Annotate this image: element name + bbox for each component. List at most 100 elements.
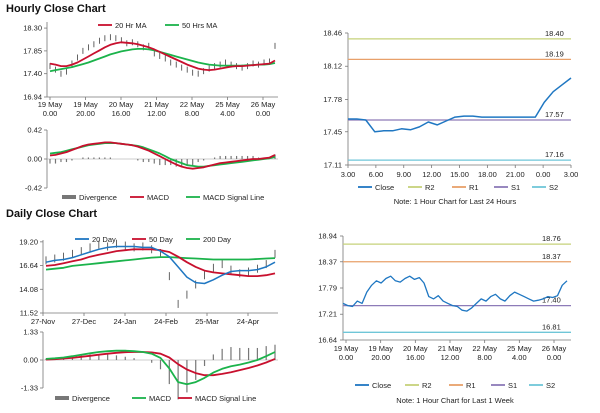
hourly-price-x-tick-label: 25 May (215, 100, 240, 109)
hourly-macd-y-tick-label: 0.42 (27, 126, 42, 135)
hourly-24h-x-tick-label: 18.00 (478, 170, 497, 179)
daily-week-y-tick-label: 18.94 (318, 232, 337, 241)
daily-week-close-line (342, 275, 568, 312)
hourly-24h-x-tick-label: 6.00 (369, 170, 384, 179)
daily-macd-y-tick-label: 0.00 (23, 356, 38, 365)
daily-week-x-tick-label: 21 May (438, 344, 463, 353)
hourly-section-title: Hourly Close Chart (6, 3, 106, 15)
daily-week-note: Note: 1 Hour Chart for Last 1 Week (396, 396, 514, 405)
daily-week-level-label-s1: 17.40 (542, 296, 561, 305)
daily-week-x-tick-label: 16.00 (406, 353, 425, 362)
hourly-divergence-legend-label: Divergence (79, 193, 117, 202)
hourly-ma20-legend-label: 20 Hr MA (115, 21, 147, 30)
daily-price-x-tick-label: 27-Dec (72, 317, 96, 326)
hourly-24h-s2-legend-label: S2 (549, 183, 558, 192)
daily-week-y-tick-label: 16.64 (318, 336, 337, 345)
daily-price-y-tick-label: 11.52 (20, 309, 38, 318)
daily-week-x-tick-label: 19 May (334, 344, 359, 353)
hourly-price-y-tick-label: 18.30 (23, 24, 42, 33)
hourly-24h-level-label-r1: 18.19 (545, 49, 564, 58)
daily-macd-signal-line (45, 351, 276, 377)
hourly-24h-x-tick-label: 3.00 (341, 170, 356, 179)
hourly-price-x-tick-label: 8.00 (185, 109, 200, 118)
hourly-price-x-tick-label: 4.00 (220, 109, 235, 118)
hourly-24h-r1-legend-label: R1 (469, 183, 479, 192)
daily-divergence-legend-swatch (55, 396, 69, 400)
daily-week-y-tick-label: 17.79 (318, 284, 337, 293)
daily-week-level-label-r1: 18.37 (542, 252, 561, 261)
hourly-ma20-line (49, 41, 276, 71)
daily-week-x-tick-label: 20 May (403, 344, 428, 353)
hourly-price-x-tick-label: 20 May (109, 100, 134, 109)
hourly-24h-close-legend-label: Close (375, 183, 394, 192)
daily-macd-y-tick-label: 1.33 (23, 328, 38, 337)
hourly-price-x-tick-label: 0.00 (43, 109, 58, 118)
hourly-24h-close-line (348, 77, 572, 133)
daily-week-x-tick-label: 26 May (542, 344, 567, 353)
daily-week-x-tick-label: 0.00 (547, 353, 562, 362)
hourly-macd-y-tick-label: -0.42 (25, 184, 42, 193)
daily-ma200-line (45, 256, 276, 271)
hourly-24h-y-tick-label: 17.45 (323, 127, 342, 136)
hourly-24h-y-tick-label: 17.78 (323, 95, 342, 104)
daily-price-x-tick-label: 24-Jan (114, 317, 137, 326)
daily-week-x-tick-label: 12.00 (441, 353, 460, 362)
daily-ma50-legend-label: 50 Day (149, 235, 173, 244)
hourly-price-x-tick-label: 12.00 (147, 109, 166, 118)
hourly-macd-legend-label: MACD (147, 193, 170, 202)
hourly-24h-x-tick-label: 21.00 (506, 170, 525, 179)
hourly-24h-x-tick-label: 9.00 (396, 170, 411, 179)
hourly-ma50-legend-label: 50 Hrs MA (182, 21, 217, 30)
daily-week-y-tick-label: 18.37 (318, 257, 337, 266)
hourly-24h-level-label-r2: 18.40 (545, 29, 564, 38)
daily-week-y-tick-label: 17.21 (318, 310, 337, 319)
daily-week-x-tick-label: 4.00 (512, 353, 527, 362)
daily-week-r2-legend-label: R2 (422, 381, 432, 390)
daily-macd-legend-label: MACD (149, 394, 172, 403)
daily-week-s1-legend-label: S1 (508, 381, 517, 390)
hourly-24h-x-tick-label: 0.00 (536, 170, 551, 179)
daily-macd-line (45, 349, 276, 386)
daily-divergence-legend-label: Divergence (72, 394, 110, 403)
daily-week-x-tick-label: 0.00 (339, 353, 354, 362)
daily-week-level-label-r2: 18.76 (542, 234, 561, 243)
hourly-price-y-tick-label: 17.40 (23, 69, 42, 78)
daily-price-x-tick-label: 27-Nov (31, 317, 55, 326)
daily-week-s2-legend-label: S2 (546, 381, 555, 390)
hourly-24h-x-tick-label: 3.00 (564, 170, 579, 179)
daily-price-x-tick-label: 24-Feb (154, 317, 178, 326)
daily-price-x-tick-label: 25-Mar (195, 317, 219, 326)
daily-ma20-legend-label: 20 Day (92, 235, 116, 244)
daily-price-y-tick-label: 14.08 (19, 285, 38, 294)
hourly-macd-y-tick-label: 0.00 (27, 155, 42, 164)
daily-week-x-tick-label: 20.00 (371, 353, 390, 362)
hourly-price-x-tick-label: 19 May (73, 100, 98, 109)
hourly-24h-level-label-s2: 17.16 (545, 150, 564, 159)
daily-macd-y-tick-label: -1.33 (21, 384, 38, 393)
hourly-24h-note: Note: 1 Hour Chart for Last 24 Hours (393, 197, 517, 206)
hourly-price-x-tick-label: 19 May (38, 100, 63, 109)
hourly-price-x-tick-label: 20.00 (76, 109, 95, 118)
daily-ma200-legend-label: 200 Day (203, 235, 231, 244)
hourly-24h-y-tick-label: 18.46 (323, 29, 342, 38)
hourly-24h-level-label-s1: 17.57 (545, 110, 564, 119)
daily-week-level-label-s2: 16.81 (542, 322, 561, 331)
hourly-macd-line (49, 141, 276, 170)
hourly-price-x-tick-label: 26 May (251, 100, 276, 109)
daily-price-x-tick-label: 24-Apr (237, 317, 260, 326)
hourly-price-x-tick-label: 0.00 (256, 109, 271, 118)
hourly-macd-signal-line (49, 142, 276, 168)
daily-week-close-legend-label: Close (372, 381, 391, 390)
daily-price-y-tick-label: 19.20 (19, 237, 38, 246)
daily-week-x-tick-label: 25 May (507, 344, 532, 353)
daily-week-x-tick-label: 19 May (368, 344, 393, 353)
hourly-24h-y-tick-label: 17.11 (324, 161, 342, 170)
daily-week-r1-legend-label: R1 (466, 381, 476, 390)
hourly-24h-r2-legend-label: R2 (425, 183, 435, 192)
hourly-price-y-tick-label: 17.85 (23, 46, 42, 55)
hourly-24h-s1-legend-label: S1 (511, 183, 520, 192)
daily-section-title: Daily Close Chart (6, 208, 98, 220)
daily-week-x-tick-label: 22 May (472, 344, 497, 353)
hourly-divergence-legend-swatch (62, 195, 76, 199)
